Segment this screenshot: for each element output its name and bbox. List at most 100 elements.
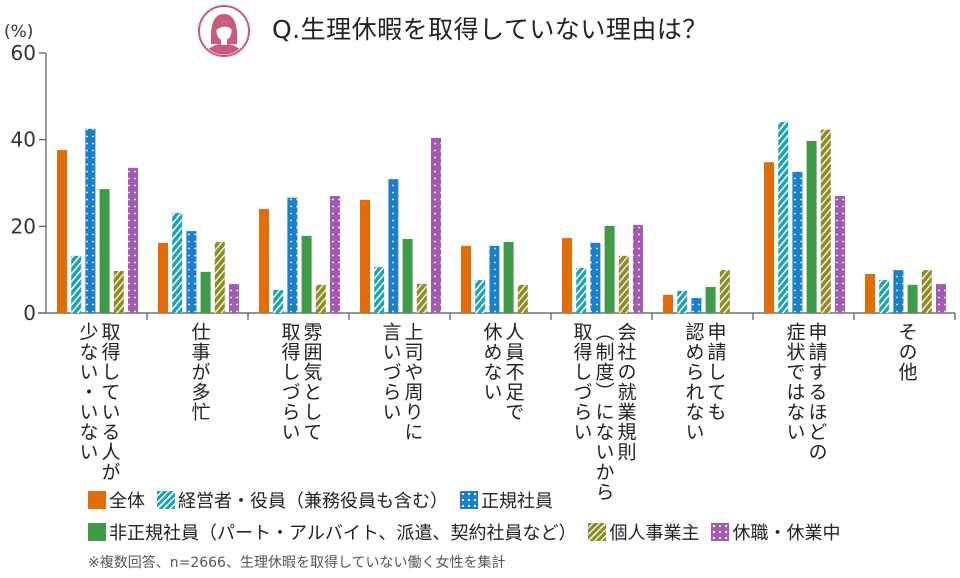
bars [57,121,946,314]
bar [663,294,673,313]
bar [186,231,197,313]
bar [71,255,82,313]
bar [792,171,803,313]
bar [618,255,629,313]
x-category-label-line: 上司や周りに [401,322,424,442]
x-category-label-line: 人員不足で [502,322,525,422]
bar [402,238,413,313]
bar [113,270,124,313]
bar [172,212,183,313]
legend-label: 非正規社員（パート・アルバイト、派遣、契約社員など） [109,523,577,544]
x-category-label: 申請するほどの 症状ではない [784,322,828,462]
bar [158,242,168,313]
bar [921,270,932,313]
bar [489,245,500,313]
bar [677,290,688,313]
bar [764,162,774,313]
x-category-label-line: 仕事が多忙 [188,322,211,422]
x-category-label-line: 取得している人が [98,322,121,482]
bar [229,283,239,313]
bar [778,121,789,314]
x-category-label-line: 休めない [480,322,503,402]
bar [301,235,312,313]
bar [893,270,904,313]
bar [128,167,138,313]
bar [705,287,716,313]
bar [691,297,702,313]
x-category-label: 上司や周りに 言いづらい [380,322,424,442]
footnote: ※複数回答、n=2666、生理休暇を取得していない働く女性を集計 [88,555,506,571]
x-category-label: 人員不足で 休めない [481,322,525,422]
bar [85,128,96,313]
bar [907,284,918,313]
x-category-label: その他 [896,322,918,382]
bar [719,270,730,313]
legend-label: 正規社員 [481,491,553,512]
bar [604,225,615,313]
legend-item: 個人事業主 [588,519,699,545]
bar [865,274,875,313]
x-category-label-line: 少ない・いない [76,322,99,462]
x-category-label-line: （制度）にないから [592,322,615,502]
legend-item: 経営者・役員（兼務役員も含む） [157,487,448,513]
bar [936,283,946,313]
legend-label: 全体 [109,491,145,512]
bar [835,196,845,313]
legend-swatch [157,491,175,509]
x-category-label-line: 取得しづらい [570,322,593,442]
legend-label: 休職・休業中 [732,523,841,544]
legend-row-2: 非正規社員（パート・アルバイト、派遣、契約社員など） 個人事業主 休職・休業中 [88,519,852,545]
legend-label: 経営者・役員（兼務役員も含む） [178,491,448,512]
bar [200,271,211,313]
bar [330,196,340,313]
bar [475,280,486,313]
y-tick-label: 0 [23,301,36,325]
bar [214,241,225,313]
legend-label: 個人事業主 [609,523,700,544]
bar [820,129,831,313]
x-category-label-line: 取得しづらい [278,322,301,442]
y-tick-label: 40 [11,128,36,152]
y-axis-unit: (%) [4,22,34,42]
x-category-label-line: 雰囲気として [300,322,323,442]
bar [360,199,370,313]
legend-item: 休職・休業中 [711,519,840,545]
y-tick-label: 20 [11,214,36,238]
legend-swatch [88,523,106,541]
x-category-label-line: その他 [895,322,918,382]
y-tick-label: 60 [11,41,36,65]
legend-item: 正規社員 [460,487,553,513]
legend-swatch [460,491,478,509]
bar [374,267,385,313]
bar [416,283,427,313]
bar [461,245,471,313]
bar [431,137,441,313]
x-category-label: 取得している人が 少ない・いない [77,322,121,482]
legend-swatch [711,523,730,541]
x-category-label: 申請しても 認められない [683,322,727,442]
bar [99,189,110,313]
bar [576,267,587,313]
bar [273,290,284,313]
bar [562,238,572,313]
bar [590,242,601,313]
bar [517,284,528,313]
bar [503,241,514,313]
x-category-label-line: 言いづらい [379,322,402,422]
x-category-label: 雰囲気として 取得しづらい [279,322,323,442]
legend-swatch [88,491,106,509]
bar [388,179,399,313]
legend-item: 全体 [88,487,145,513]
bar [315,284,326,313]
bar [879,280,890,313]
bar [806,140,817,313]
x-category-label-line: 会社の就業規則 [614,322,637,462]
bar [57,150,67,313]
legend-row-1: 全体 経営者・役員（兼務役員も含む） 正規社員 [88,487,565,513]
bar [287,197,298,313]
x-category-label: 会社の就業規則 （制度）にないから 取得しづらい [571,322,637,502]
legend-swatch [588,523,607,541]
x-category-label-line: 申請するほどの [805,322,828,462]
bar [259,209,269,313]
